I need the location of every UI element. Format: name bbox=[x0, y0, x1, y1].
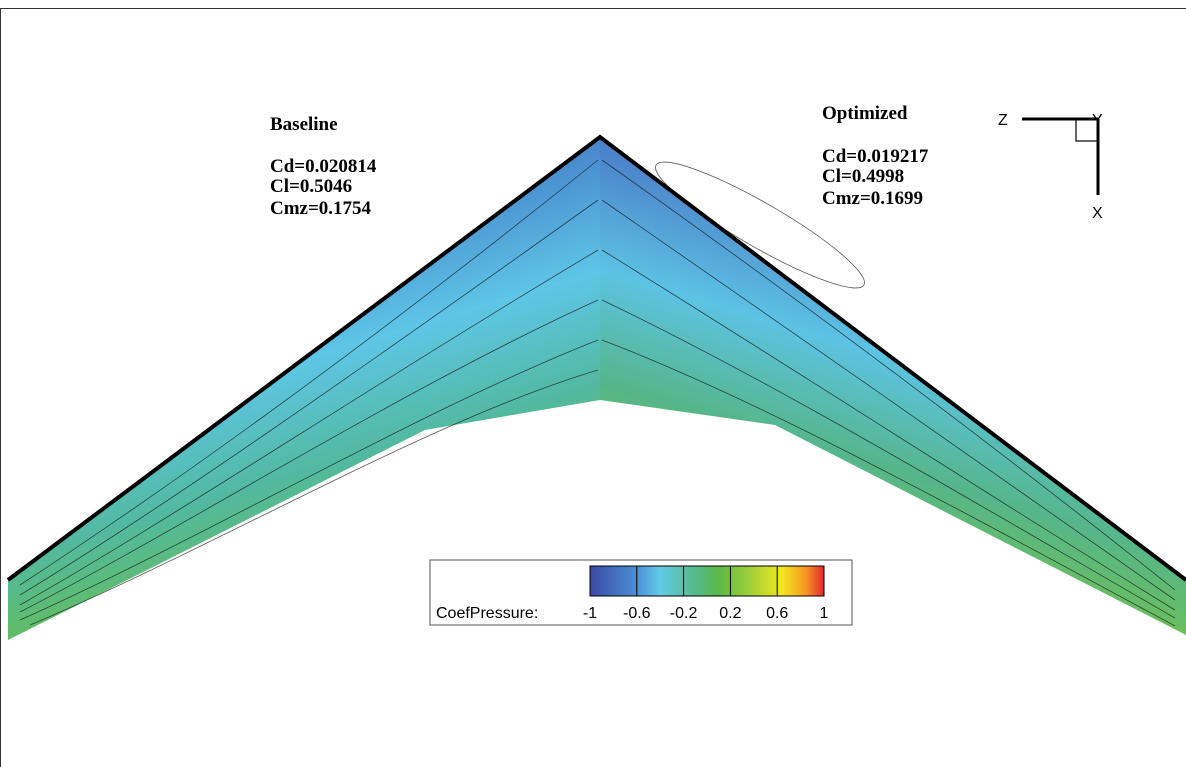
x-label: X bbox=[1092, 205, 1103, 222]
optimized-cd: Cd=0.019217 bbox=[822, 146, 929, 167]
colorbar-tick-label: 0.2 bbox=[719, 605, 741, 622]
baseline-cd: Cd=0.020814 bbox=[270, 156, 377, 177]
optimized-cl: Cl=0.4998 bbox=[822, 166, 904, 187]
optimized-title: Optimized bbox=[822, 103, 908, 124]
z-label: Z bbox=[998, 112, 1008, 129]
colorbar-tick-label: -0.6 bbox=[623, 605, 651, 622]
colorbar-label: CoefPressure: bbox=[436, 605, 538, 622]
colorbar-tick-label: -0.2 bbox=[670, 605, 698, 622]
colorbar bbox=[590, 566, 824, 596]
figure: Baseline Cd=0.020814 Cl=0.5046 Cmz=0.175… bbox=[0, 0, 1186, 767]
colorbar-tick-label: 0.6 bbox=[766, 605, 788, 622]
optimized-cmz: Cmz=0.1699 bbox=[822, 188, 923, 209]
y-label: Y bbox=[1092, 112, 1103, 129]
colorbar-tick-label: -1 bbox=[583, 605, 597, 622]
baseline-cl: Cl=0.5046 bbox=[270, 176, 352, 197]
page: Baseline Cd=0.020814 Cl=0.5046 Cmz=0.175… bbox=[0, 0, 1186, 767]
axes-triad: Z Y X bbox=[998, 112, 1103, 222]
baseline-title: Baseline bbox=[270, 114, 338, 135]
colorbar-legend: CoefPressure: -1 -0.6 -0.2 0.2 0.6 1 bbox=[430, 560, 852, 625]
colorbar-tick-label: 1 bbox=[820, 605, 829, 622]
baseline-cmz: Cmz=0.1754 bbox=[270, 198, 372, 219]
